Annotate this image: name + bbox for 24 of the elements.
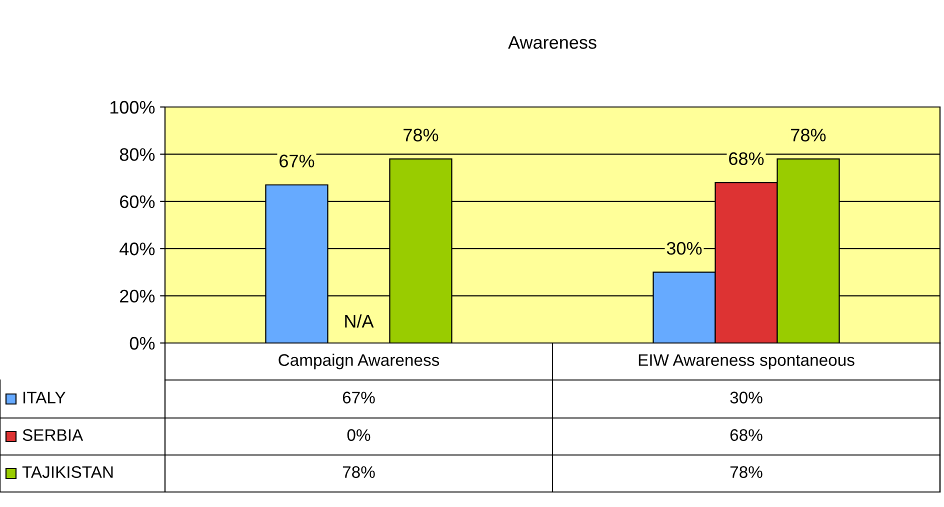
data-label: 67%	[342, 392, 375, 404]
data-label: 78%	[730, 466, 762, 478]
text: 30%	[666, 242, 702, 255]
legend-label: TAJIKISTAN	[22, 466, 113, 478]
annotation: N/A	[345, 314, 374, 328]
y-tick-label: 100%	[110, 100, 155, 114]
y-tick-label: 0%	[130, 336, 155, 350]
data-label: 78%	[342, 466, 375, 478]
text: 78%	[791, 128, 826, 142]
y-tick-label: 40%	[120, 242, 155, 256]
x-tick-label: Campaign Awareness	[278, 354, 440, 370]
legend-label: ITALY	[24, 392, 66, 404]
y-tick-label: 20%	[120, 290, 155, 303]
data-label: 68%	[730, 429, 762, 441]
data-label: 0%	[347, 429, 370, 441]
y-tick-label: 60%	[120, 195, 155, 208]
text: 78%	[404, 128, 438, 142]
text: 67%	[280, 154, 314, 168]
legend-label: SERBIA	[22, 429, 84, 441]
text: 68%	[729, 152, 764, 166]
chart-title: Awareness	[508, 36, 596, 49]
x-tick-label: EIW Awareness spontaneous	[638, 354, 854, 370]
data-label: 30%	[730, 392, 762, 404]
y-tick-label: 80%	[120, 148, 155, 161]
